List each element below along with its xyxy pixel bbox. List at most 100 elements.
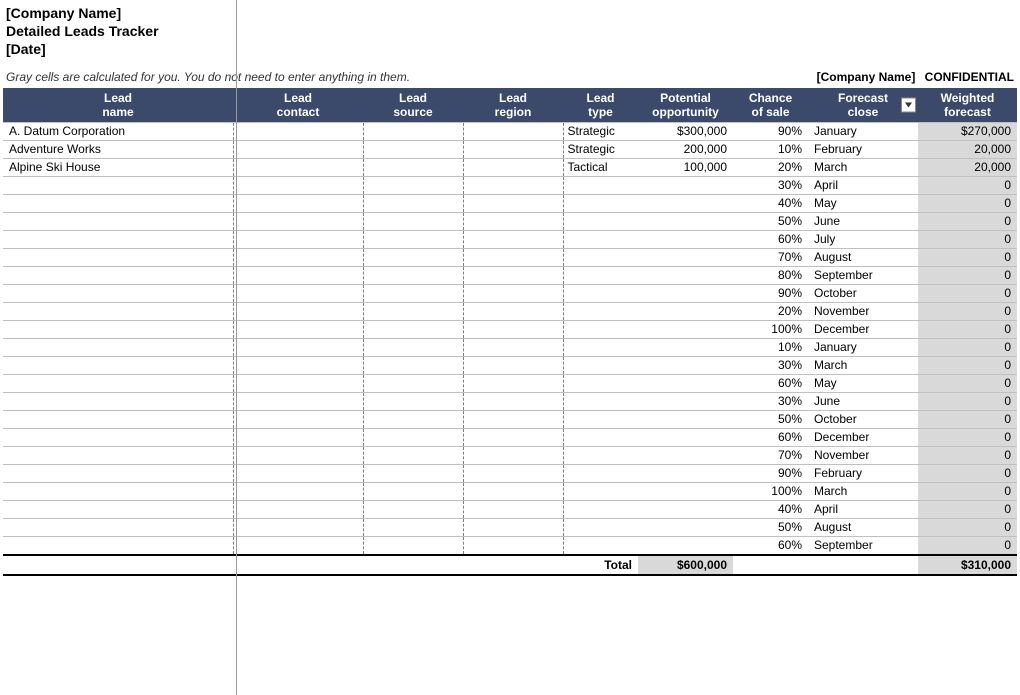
cell[interactable]	[638, 303, 733, 321]
cell[interactable]: 0	[918, 249, 1017, 267]
cell[interactable]: December	[808, 429, 918, 447]
cell[interactable]	[563, 375, 638, 393]
col-header-5[interactable]: Potentialopportunity	[638, 88, 733, 123]
cell[interactable]: May	[808, 375, 918, 393]
cell[interactable]	[563, 321, 638, 339]
cell[interactable]	[233, 483, 363, 501]
cell[interactable]	[363, 393, 463, 411]
table-row[interactable]: 20%November0	[3, 303, 1017, 321]
cell[interactable]	[563, 213, 638, 231]
cell[interactable]	[463, 339, 563, 357]
cell[interactable]	[463, 123, 563, 141]
table-row[interactable]: 60%December0	[3, 429, 1017, 447]
cell[interactable]	[363, 303, 463, 321]
cell[interactable]	[233, 519, 363, 537]
cell[interactable]	[363, 447, 463, 465]
cell[interactable]	[233, 249, 363, 267]
cell[interactable]	[563, 357, 638, 375]
table-row[interactable]: 40%May0	[3, 195, 1017, 213]
cell[interactable]: 90%	[733, 123, 808, 141]
cell[interactable]: 100%	[733, 483, 808, 501]
cell[interactable]	[638, 393, 733, 411]
cell[interactable]	[563, 519, 638, 537]
cell[interactable]: July	[808, 231, 918, 249]
cell[interactable]	[638, 375, 733, 393]
cell[interactable]	[463, 429, 563, 447]
cell[interactable]	[233, 393, 363, 411]
cell[interactable]	[233, 411, 363, 429]
table-row[interactable]: Adventure WorksStrategic200,00010%Februa…	[3, 141, 1017, 159]
cell[interactable]	[3, 339, 233, 357]
cell[interactable]	[463, 465, 563, 483]
cell[interactable]	[233, 447, 363, 465]
cell[interactable]: 60%	[733, 231, 808, 249]
cell[interactable]	[363, 123, 463, 141]
cell[interactable]	[638, 231, 733, 249]
cell[interactable]	[463, 519, 563, 537]
cell[interactable]	[563, 393, 638, 411]
table-row[interactable]: 30%June0	[3, 393, 1017, 411]
cell[interactable]: 0	[918, 285, 1017, 303]
cell[interactable]: January	[808, 339, 918, 357]
cell[interactable]	[363, 141, 463, 159]
cell[interactable]	[563, 177, 638, 195]
cell[interactable]: November	[808, 447, 918, 465]
cell[interactable]: 0	[918, 357, 1017, 375]
cell[interactable]	[463, 411, 563, 429]
cell[interactable]: 0	[918, 339, 1017, 357]
cell[interactable]	[233, 231, 363, 249]
cell[interactable]	[3, 501, 233, 519]
col-header-0[interactable]: Leadname	[3, 88, 233, 123]
cell[interactable]: 0	[918, 537, 1017, 556]
table-row[interactable]: 50%August0	[3, 519, 1017, 537]
cell[interactable]: January	[808, 123, 918, 141]
table-row[interactable]: 40%April0	[3, 501, 1017, 519]
cell[interactable]	[233, 303, 363, 321]
cell[interactable]	[463, 483, 563, 501]
cell[interactable]	[463, 321, 563, 339]
cell[interactable]	[3, 195, 233, 213]
col-header-1[interactable]: Leadcontact	[233, 88, 363, 123]
cell[interactable]: December	[808, 321, 918, 339]
cell[interactable]: August	[808, 519, 918, 537]
col-header-7[interactable]: Forecastclose	[808, 88, 918, 123]
cell[interactable]: June	[808, 393, 918, 411]
cell[interactable]	[3, 411, 233, 429]
cell[interactable]	[233, 429, 363, 447]
cell[interactable]: April	[808, 177, 918, 195]
cell[interactable]	[3, 177, 233, 195]
cell[interactable]	[638, 465, 733, 483]
cell[interactable]: 0	[918, 429, 1017, 447]
cell[interactable]: February	[808, 465, 918, 483]
cell[interactable]	[363, 465, 463, 483]
cell[interactable]: Strategic	[563, 141, 638, 159]
cell[interactable]	[3, 267, 233, 285]
table-row[interactable]: 100%March0	[3, 483, 1017, 501]
cell[interactable]	[638, 501, 733, 519]
cell[interactable]	[563, 267, 638, 285]
col-header-8[interactable]: Weightedforecast	[918, 88, 1017, 123]
cell[interactable]	[3, 303, 233, 321]
cell[interactable]: 100%	[733, 321, 808, 339]
cell[interactable]	[638, 321, 733, 339]
cell[interactable]	[233, 375, 363, 393]
cell[interactable]: November	[808, 303, 918, 321]
cell[interactable]	[463, 249, 563, 267]
cell[interactable]	[233, 465, 363, 483]
cell[interactable]	[233, 357, 363, 375]
cell[interactable]	[233, 537, 363, 556]
cell[interactable]: 0	[918, 519, 1017, 537]
cell[interactable]	[463, 303, 563, 321]
cell[interactable]: October	[808, 411, 918, 429]
cell[interactable]: 50%	[733, 213, 808, 231]
cell[interactable]	[363, 159, 463, 177]
cell[interactable]	[3, 537, 233, 556]
cell[interactable]	[463, 231, 563, 249]
cell[interactable]	[363, 249, 463, 267]
cell[interactable]	[363, 195, 463, 213]
cell[interactable]	[233, 339, 363, 357]
cell[interactable]: 70%	[733, 447, 808, 465]
cell[interactable]: 0	[918, 177, 1017, 195]
cell[interactable]: 10%	[733, 141, 808, 159]
cell[interactable]	[363, 519, 463, 537]
